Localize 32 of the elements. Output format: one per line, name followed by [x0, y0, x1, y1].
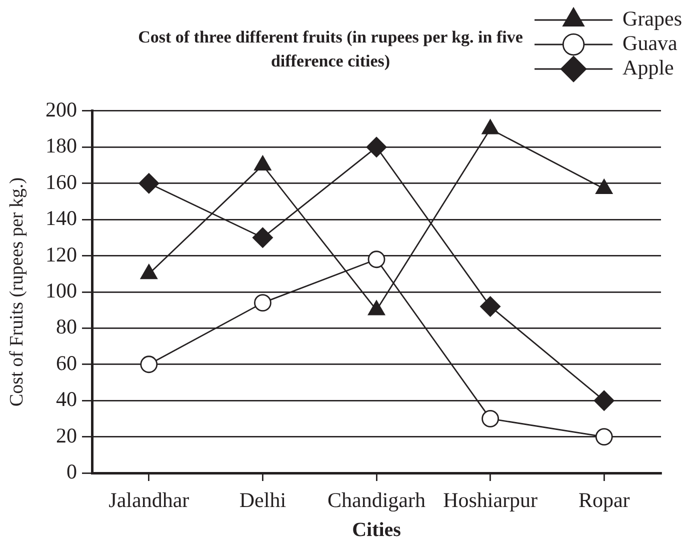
y-tick-label: 100 — [46, 278, 77, 302]
y-tick-label: 20 — [56, 423, 77, 448]
point — [595, 428, 613, 446]
y-axis-title: Cost of Fruits (rupees per kg.) — [6, 177, 28, 406]
y-tick-label: 60 — [56, 350, 77, 375]
point — [138, 173, 160, 194]
x-tick-label: Delhi — [239, 488, 286, 512]
legend-label: Guava — [622, 31, 678, 56]
y-tick-label: 200 — [46, 97, 77, 122]
point — [366, 136, 387, 158]
y-tick-label: 140 — [46, 206, 77, 230]
y-tick-label: 40 — [56, 387, 77, 412]
y-tick-label: 180 — [46, 134, 77, 158]
point — [140, 356, 158, 374]
x-tick-label: Chandigarh — [328, 488, 426, 512]
y-tick-label: 80 — [56, 314, 77, 339]
legend-label: Apple — [622, 56, 674, 80]
point — [252, 227, 273, 248]
point — [480, 296, 500, 317]
y-tick-label: 120 — [46, 242, 77, 266]
point — [594, 390, 614, 411]
x-tick-label: Ropar — [578, 488, 630, 512]
x-axis-title: Cities — [352, 519, 402, 542]
legend-label: Grapes — [622, 6, 682, 31]
point — [368, 250, 386, 268]
y-tick-label: 160 — [46, 170, 77, 194]
x-tick-label: Jalandhar — [108, 488, 190, 512]
chart-title: Cost of three different fruits (in rupees per kg. in five difference cities) — [138, 27, 524, 70]
y-tick-label: 0 — [66, 460, 77, 484]
point — [482, 410, 499, 428]
point — [254, 294, 272, 312]
x-tick-label: Hoshiarpur — [443, 488, 538, 512]
